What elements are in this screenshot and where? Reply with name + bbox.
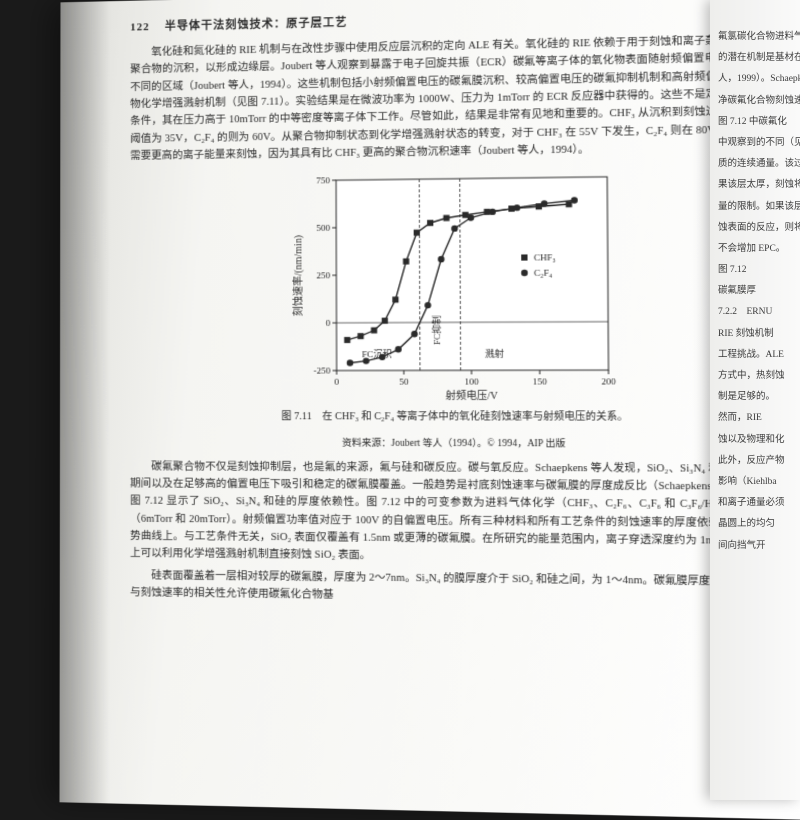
right-page-line: 7.2.2 ERNU — [718, 305, 794, 320]
right-page-line: 间向挡气开 — [718, 539, 794, 554]
svg-text:溅射: 溅射 — [485, 348, 504, 359]
svg-text:C₂F₄: C₂F₄ — [534, 268, 552, 278]
svg-text:0: 0 — [326, 318, 331, 328]
svg-text:150: 150 — [533, 377, 548, 387]
svg-text:CHF₃: CHF₃ — [534, 252, 556, 262]
right-page-line: 此外，反应产物 — [718, 454, 794, 469]
right-page-line: 中观察到的不同（见图 — [718, 136, 794, 151]
right-page-line: 氟氯碳化合物进料气体 — [718, 30, 794, 45]
svg-text:750: 750 — [316, 175, 330, 185]
svg-text:500: 500 — [316, 223, 330, 233]
right-page-line: 晶圆上的均匀 — [718, 517, 794, 532]
svg-text:50: 50 — [399, 377, 409, 387]
right-page-line: RIE 刻蚀机制 — [718, 327, 794, 342]
svg-text:刻蚀速率/(nm/min): 刻蚀速率/(nm/min) — [291, 235, 305, 316]
right-page-line: 碳氟膜厚 — [718, 284, 794, 299]
right-page-line: 图 7.12 中碳氟化 — [718, 115, 794, 130]
book-page-left: 122 半导体干法刻蚀技术：原子层工艺 氧化硅和氮化硅的 RIE 机制与在改性步… — [60, 0, 800, 820]
figure-7-11: -2500250500750050100150200FC沉积FC抑制溅射CHF₃… — [287, 167, 622, 404]
chart-svg: -2500250500750050100150200FC沉积FC抑制溅射CHF₃… — [287, 167, 622, 404]
svg-text:250: 250 — [316, 270, 330, 280]
right-page-line: 和离子通量必须 — [718, 496, 794, 511]
svg-text:射频电压/V: 射频电压/V — [446, 389, 499, 402]
right-page-line: 影响（Kiehlba — [718, 475, 794, 490]
spine-shadow — [60, 1, 111, 803]
svg-text:FC抑制: FC抑制 — [431, 315, 443, 345]
right-page-line: 果该层太厚，刻蚀将 — [718, 178, 794, 193]
figure-caption: 图 7.11 在 CHF₃ 和 C₂F₄ 等离子体中的氧化硅刻蚀速率与射频电压的… — [130, 409, 788, 425]
right-page-line: 然而，RIE — [718, 411, 794, 426]
page-header: 122 半导体干法刻蚀技术：原子层工艺 — [130, 4, 784, 34]
right-page-line: 图 7.12 — [718, 263, 794, 278]
paragraph-1: 氧化硅和氮化硅的 RIE 机制与在改性步骤中使用反应层沉积的定向 ALE 有关。… — [130, 31, 785, 165]
svg-text:0: 0 — [334, 377, 339, 387]
right-page-line: 的潜在机制是基材在基 — [718, 51, 794, 66]
svg-text:200: 200 — [601, 376, 616, 386]
book-page-right-sliver: 氟氯碳化合物进料气体的潜在机制是基材在基人，1999）。Schaepk 净碳氟化合… — [710, 0, 800, 800]
figure-source: 资料来源：Joubert 等人（1994）。© 1994，AIP 出版 — [130, 434, 788, 450]
page-number: 122 — [130, 21, 150, 33]
paragraph-2: 碳氟聚合物不仅是刻蚀抑制层，也是氟的来源，氟与硅和碳反应。碳与氧反应。Schae… — [130, 458, 789, 569]
svg-text:100: 100 — [464, 377, 479, 387]
right-page-line: 质的连续通量。该过渡 — [718, 157, 794, 172]
right-page-line: 人，1999）。Schaepk — [718, 72, 794, 87]
chapter-title: 半导体干法刻蚀技术：原子层工艺 — [165, 17, 348, 33]
right-page-line: 蚀表面的反应，则将 — [718, 221, 794, 236]
right-page-line: 工程挑战。ALE — [718, 348, 794, 363]
right-page-line: 量的限制。如果该层 — [718, 200, 794, 215]
right-page-line: 不会增加 EPC。 — [718, 242, 794, 257]
right-page-line: 蚀以及物理和化 — [718, 433, 794, 448]
right-page-line: 净碳氟化合物刻蚀速率 — [718, 94, 794, 109]
right-page-line: 方式中，热刻蚀 — [718, 369, 794, 384]
svg-text:-250: -250 — [314, 366, 332, 376]
svg-text:FC沉积: FC沉积 — [362, 348, 392, 359]
right-page-line: 制是足够的。 — [718, 390, 794, 405]
paragraph-3: 硅表面覆盖着一层相对较厚的碳氟膜，厚度为 2～7nm。Si₃N₄ 的膜厚度介于 … — [130, 567, 790, 610]
